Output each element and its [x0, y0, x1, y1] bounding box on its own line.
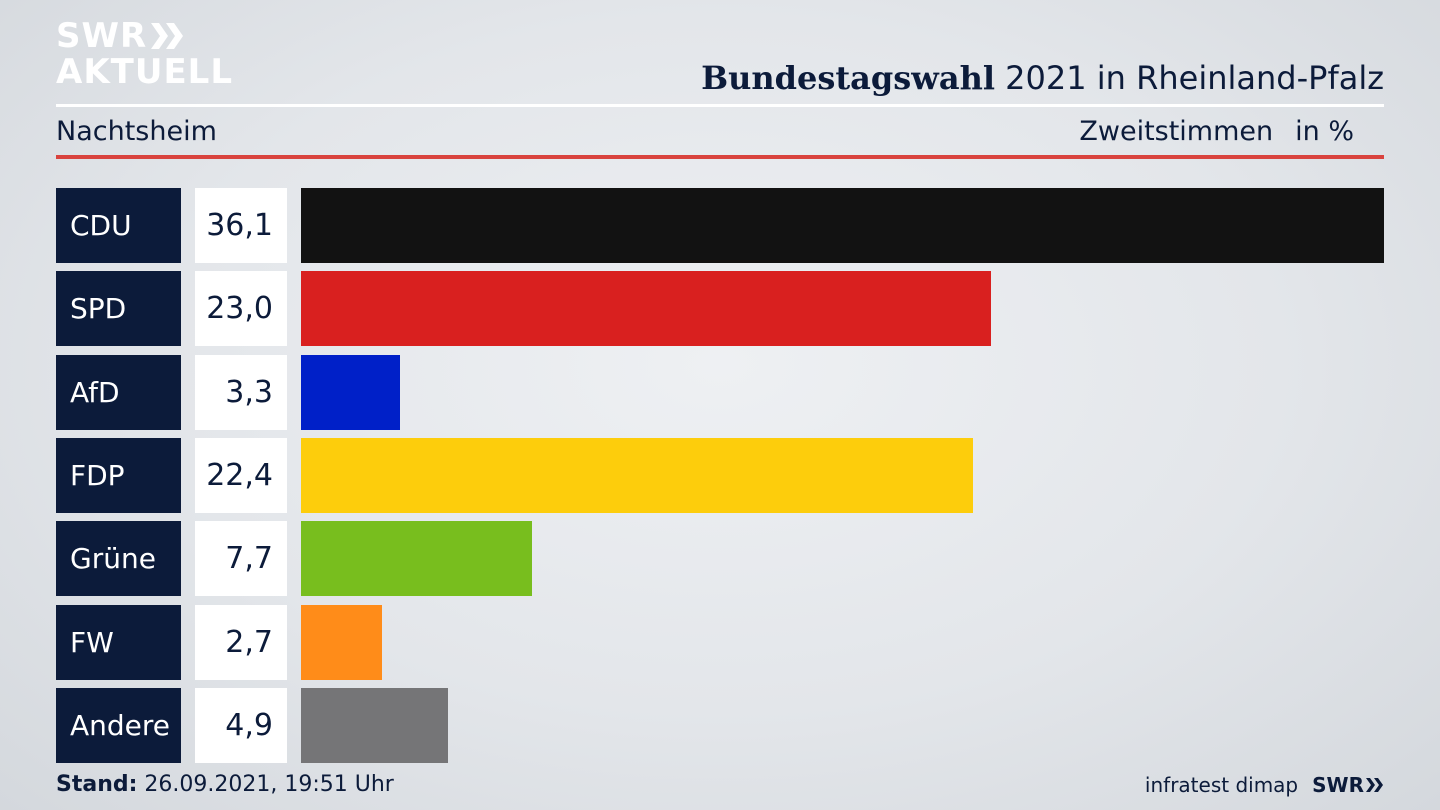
- timestamp: Stand: 26.09.2021, 19:51 Uhr: [56, 770, 394, 800]
- value-label: 7,7: [195, 521, 287, 596]
- bar-row-afd: AfD 3,3: [56, 355, 1384, 430]
- accent-divider: [56, 155, 1384, 159]
- bar: [301, 271, 991, 346]
- bar-row-cdu: CDU 36,1: [56, 188, 1384, 263]
- vote-type-label: Zweitstimmen in %: [1079, 114, 1354, 150]
- party-label: CDU: [56, 188, 181, 263]
- bar-row-fdp: FDP 22,4: [56, 438, 1384, 513]
- location-label: Nachtsheim: [56, 116, 217, 147]
- value-label: 4,9: [195, 688, 287, 763]
- chart-title: Bundestagswahl 2021 in Rheinland-Pfalz: [701, 56, 1384, 100]
- party-label: AfD: [56, 355, 181, 430]
- logo-swr-text: SWR: [56, 16, 148, 56]
- bar: [301, 188, 1384, 263]
- value-label: 3,3: [195, 355, 287, 430]
- source-label: infratest dimap: [1144, 773, 1299, 797]
- logo-aktuell-text: AKTUELL: [56, 52, 234, 92]
- bar: [301, 355, 400, 430]
- party-label: FW: [56, 605, 181, 680]
- bar-row-spd: SPD 23,0: [56, 271, 1384, 346]
- stand-label: Stand:: [56, 772, 138, 797]
- header-divider: [56, 104, 1384, 107]
- bar: [301, 438, 973, 513]
- title-rest: 2021 in Rheinland-Pfalz: [995, 59, 1384, 97]
- bar-row-gr-ne: Grüne 7,7: [56, 521, 1384, 596]
- vote-type-text: Zweitstimmen: [1079, 116, 1274, 147]
- chevrons-icon: [151, 23, 184, 49]
- value-label: 22,4: [195, 438, 287, 513]
- bar: [301, 521, 532, 596]
- footer-swr-text: SWR: [1312, 773, 1364, 797]
- stand-value: 26.09.2021, 19:51 Uhr: [137, 772, 394, 797]
- bar-row-fw: FW 2,7: [56, 605, 1384, 680]
- party-label: FDP: [56, 438, 181, 513]
- source-credit: infratest dimap SWR: [1145, 770, 1384, 800]
- footer-swr-logo: SWR: [1312, 770, 1384, 800]
- footer-chevrons-icon: [1366, 778, 1383, 792]
- value-label: 2,7: [195, 605, 287, 680]
- bar: [301, 605, 382, 680]
- title-bold: Bundestagswahl: [701, 59, 995, 97]
- party-label: Grüne: [56, 521, 181, 596]
- bar: [301, 688, 448, 763]
- swr-aktuell-logo: SWR AKTUELL: [56, 16, 232, 90]
- value-label: 36,1: [195, 188, 287, 263]
- party-label: SPD: [56, 271, 181, 346]
- value-label: 23,0: [195, 271, 287, 346]
- unit-label: in %: [1295, 116, 1354, 147]
- party-label: Andere: [56, 688, 181, 763]
- bar-row-andere: Andere 4,9: [56, 688, 1384, 763]
